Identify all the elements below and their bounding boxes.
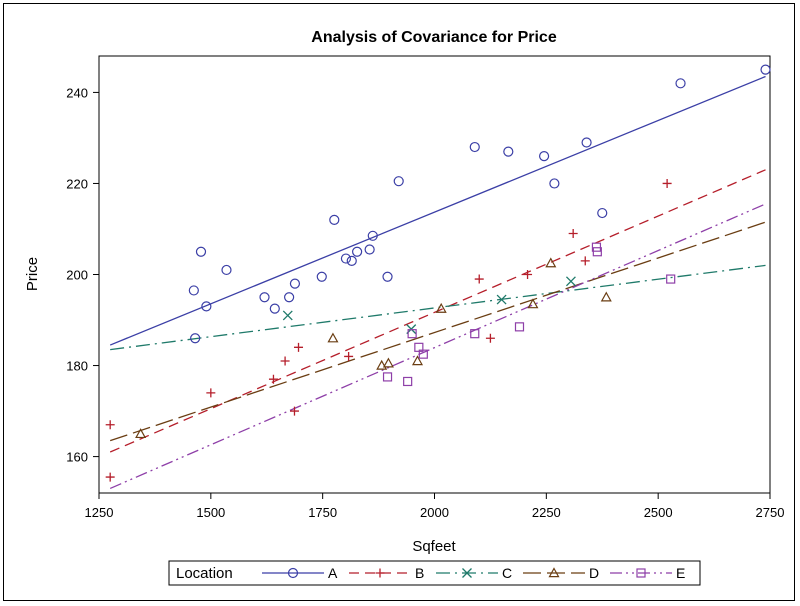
data-point-a [316,271,327,282]
legend-marker-e [636,568,646,578]
y-tick-label: 180 [66,359,88,374]
legend-label-a: A [328,565,338,581]
legend-title: Location [176,565,233,582]
data-point-a [675,78,686,89]
data-point-b [568,229,578,239]
data-point-a [190,333,201,344]
legend-box [168,560,701,586]
x-tick-label: 1250 [85,505,114,520]
data-point-a [367,230,378,241]
data-point-a [382,271,393,282]
points-group [105,64,771,482]
data-point-c [282,310,293,321]
data-point-b [289,406,299,416]
data-point-d [527,298,539,309]
data-point-c [565,276,576,287]
data-point-a [549,178,560,189]
data-point-b [485,333,495,343]
data-point-e [514,322,525,332]
data-point-e [418,349,428,359]
data-point-a [289,278,301,289]
x-tick-label: 1750 [308,505,337,520]
legend-label-d: D [589,565,599,581]
legend-label-b: B [415,565,424,581]
fit-line-a [109,75,766,346]
data-point-e [592,247,602,257]
x-axis-label: Sqfeet [412,538,456,555]
data-point-b [206,388,216,398]
data-point-e [407,329,417,339]
data-point-a [346,255,357,266]
y-tick-label: 240 [66,85,88,100]
x-tick-label: 2250 [532,505,561,520]
legend-marker-a [287,567,299,579]
legend-items: A B C D E [262,565,685,581]
data-point-b [294,342,304,352]
data-point-a [329,214,340,225]
y-tick-label: 220 [66,176,88,191]
data-point-a [284,292,295,303]
x-tick-label: 2500 [644,505,673,520]
data-point-b [105,472,115,482]
data-point-b [662,178,672,188]
data-point-b [280,356,290,366]
data-point-a [597,207,608,219]
data-point-e [666,274,676,284]
data-point-a [469,141,480,153]
data-point-c [496,294,507,305]
legend-label-e: E [676,565,685,581]
data-point-a [340,253,352,264]
data-point-e [382,372,393,382]
data-point-d [545,257,557,268]
data-point-a [760,64,771,75]
x-tick-label: 1500 [196,505,225,520]
data-point-a [188,285,199,296]
data-point-b [474,274,484,284]
data-point-b [523,270,533,279]
fit-line-c [110,264,766,351]
data-point-a [195,246,207,257]
data-point-b [268,374,278,384]
data-point-e [403,376,413,387]
x-tick-label: 2000 [420,505,449,520]
y-tick-label: 160 [66,450,88,465]
data-point-a [393,176,404,187]
legend-marker-d [548,567,560,578]
data-point-d [435,302,447,313]
data-point-e [470,329,480,339]
data-point-a [269,303,280,314]
x-tick-label: 2750 [756,505,785,520]
axes-group: 1250 1500 1750 2000 2250 2500 2750 160 180 200 220… [66,85,784,520]
data-point-a [538,151,550,162]
fit-line-d [109,221,766,442]
legend-marker-b [375,568,385,578]
legend-marker-c [462,568,472,578]
legend: Location A B C D E [168,560,701,586]
fit-line-e [109,203,766,490]
data-point-d [376,359,388,370]
data-point-b [105,420,115,430]
data-point-a [352,246,363,257]
outer-frame [3,3,795,601]
data-point-b [344,351,354,361]
y-axis-label: Price [24,257,41,291]
chart-title: Analysis of Covariance for Price [311,29,557,46]
data-point-d [600,291,612,302]
data-point-a [503,146,514,157]
data-point-a [201,301,212,312]
data-point-d [135,428,147,439]
data-point-d [382,357,394,368]
data-point-a [259,292,270,303]
data-point-b [580,256,590,266]
data-point-a [221,264,232,276]
y-tick-label: 200 [66,268,88,283]
data-point-a [364,244,375,255]
data-point-d [327,332,339,343]
data-point-a [581,137,592,148]
legend-label-c: C [502,565,512,581]
data-point-d [411,355,424,366]
